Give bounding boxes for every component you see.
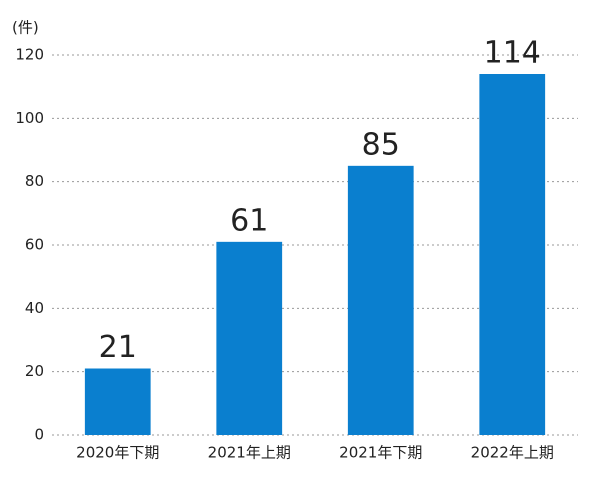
bar [347,165,414,436]
x-tick-label: 2020年下期 [76,444,159,462]
y-tick-label: 60 [25,236,44,254]
y-tick-label: 100 [15,109,44,127]
value-label: 21 [99,330,137,365]
y-axis-label: (件) [12,19,39,37]
y-tick-label: 80 [25,172,44,190]
value-label: 114 [484,36,541,71]
value-label: 85 [362,127,400,162]
y-tick-label: 120 [15,46,44,64]
y-tick-label: 0 [34,426,44,444]
value-label: 61 [230,203,268,238]
bar [479,74,546,435]
bar [84,368,151,435]
y-tick-label: 20 [25,362,44,380]
bar [216,241,283,435]
x-tick-label: 2021年下期 [339,444,422,462]
y-tick-label: 40 [25,299,44,317]
x-tick-label: 2021年上期 [208,444,291,462]
x-tick-label: 2022年上期 [471,444,554,462]
